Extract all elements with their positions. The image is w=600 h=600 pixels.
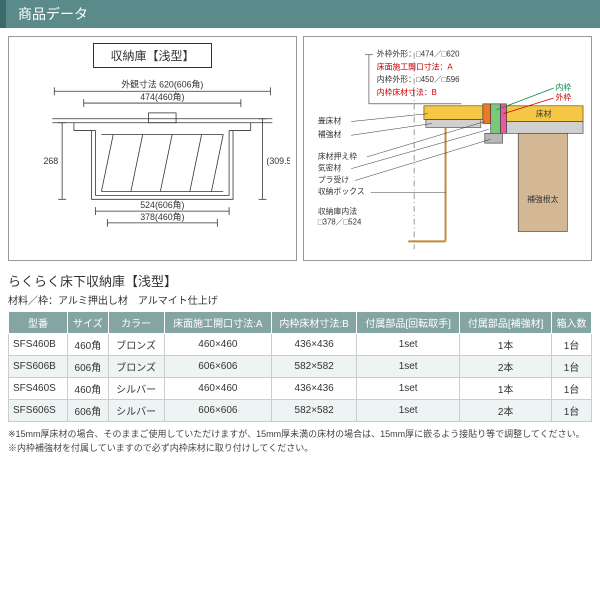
- right-diagram-svg: 外枠外形：□474／□620 床面施工開口寸法：A 内枠外形：□450／□596…: [310, 43, 585, 258]
- svg-text:外枠: 外枠: [556, 92, 572, 102]
- svg-text:□378／□524: □378／□524: [318, 218, 362, 227]
- table-cell: SFS606S: [9, 400, 68, 422]
- svg-text:床面施工開口寸法：A: 床面施工開口寸法：A: [377, 61, 454, 71]
- note-2: ※内枠補強材を付属していますので必ず内枠床材に取り付けしてください。: [8, 442, 592, 456]
- table-header: カラー: [108, 312, 164, 334]
- svg-text:床材: 床材: [536, 109, 552, 119]
- table-cell: シルバー: [108, 378, 164, 400]
- table-cell: 460角: [68, 334, 109, 356]
- svg-text:補強材: 補強材: [318, 129, 342, 139]
- table-row: SFS460B460角ブロンズ460×460436×4361set1本1台: [9, 334, 592, 356]
- table-cell: SFS460S: [9, 378, 68, 400]
- svg-text:プラ受け: プラ受け: [318, 174, 350, 184]
- table-row: SFS606S606角シルバー606×606582×5821set2本1台: [9, 400, 592, 422]
- left-diagram-title: 収納庫【浅型】: [93, 43, 211, 68]
- table-cell: 460×460: [164, 378, 272, 400]
- table-cell: 1set: [357, 334, 460, 356]
- table-cell: 1台: [552, 378, 592, 400]
- table-cell: ブロンズ: [108, 334, 164, 356]
- svg-text:(309.5): (309.5): [266, 156, 290, 166]
- table-header: 型番: [9, 312, 68, 334]
- table-cell: 1set: [357, 400, 460, 422]
- table-header: 箱入数: [552, 312, 592, 334]
- table-cell: 436×436: [272, 334, 357, 356]
- svg-text:畳床材: 畳床材: [318, 115, 342, 125]
- table-row: SFS606B606角ブロンズ606×606582×5821set2本1台: [9, 356, 592, 378]
- svg-text:収納ボックス: 収納ボックス: [318, 186, 365, 196]
- table-cell: 582×582: [272, 356, 357, 378]
- table-header: 付属部品[回転取手]: [357, 312, 460, 334]
- table-cell: 1本: [460, 378, 552, 400]
- table-cell: シルバー: [108, 400, 164, 422]
- table-cell: 2本: [460, 356, 552, 378]
- section-header: 商品データ: [0, 0, 600, 28]
- diagrams-row: 収納庫【浅型】 外観寸法 620(606角) 474(460角): [0, 36, 600, 261]
- left-diagram-svg: 外観寸法 620(606角) 474(460角) 268: [15, 72, 290, 252]
- svg-text:内枠床材寸法：B: 内枠床材寸法：B: [377, 87, 437, 97]
- svg-text:474(460角): 474(460角): [140, 91, 184, 102]
- table-cell: ブロンズ: [108, 356, 164, 378]
- table-cell: 606角: [68, 356, 109, 378]
- notes: ※15mm厚床材の場合、そのままご使用していただけますが、15mm厚未満の床材の…: [0, 422, 600, 461]
- svg-text:378(460角): 378(460角): [140, 211, 184, 222]
- table-cell: 606角: [68, 400, 109, 422]
- table-header: 付属部品[補強材]: [460, 312, 552, 334]
- svg-text:収納庫内法: 収納庫内法: [318, 206, 357, 216]
- table-cell: 2本: [460, 400, 552, 422]
- table-header: サイズ: [68, 312, 109, 334]
- svg-text:床材押え枠: 床材押え枠: [318, 151, 357, 161]
- table-cell: 606×606: [164, 400, 272, 422]
- left-diagram: 収納庫【浅型】 外観寸法 620(606角) 474(460角): [8, 36, 297, 261]
- svg-text:内枠: 内枠: [556, 82, 572, 92]
- table-cell: 1set: [357, 356, 460, 378]
- table-cell: SFS460B: [9, 334, 68, 356]
- right-diagram: 外枠外形：□474／□620 床面施工開口寸法：A 内枠外形：□450／□596…: [303, 36, 592, 261]
- table-cell: 436×436: [272, 378, 357, 400]
- table-cell: 582×582: [272, 400, 357, 422]
- product-subtitle: 材料／枠：アルミ押出し材 アルマイト仕上げ: [0, 292, 600, 307]
- table-cell: 460×460: [164, 334, 272, 356]
- table-header: 床面施工開口寸法:A: [164, 312, 272, 334]
- table-cell: 1本: [460, 334, 552, 356]
- note-1: ※15mm厚床材の場合、そのままご使用していただけますが、15mm厚未満の床材の…: [8, 428, 592, 442]
- table-cell: 606×606: [164, 356, 272, 378]
- svg-text:524(606角): 524(606角): [140, 199, 184, 210]
- spec-table: 型番サイズカラー床面施工開口寸法:A内枠床材寸法:B付属部品[回転取手]付属部品…: [8, 311, 592, 422]
- table-cell: 1台: [552, 334, 592, 356]
- table-header: 内枠床材寸法:B: [272, 312, 357, 334]
- table-cell: 460角: [68, 378, 109, 400]
- product-title: らくらく床下収納庫【浅型】: [0, 271, 600, 290]
- table-cell: 1set: [357, 378, 460, 400]
- table-cell: SFS606B: [9, 356, 68, 378]
- svg-text:外観寸法 620(606角): 外観寸法 620(606角): [121, 78, 203, 89]
- svg-text:内枠外形：□450／□596: 内枠外形：□450／□596: [377, 74, 460, 84]
- svg-text:268: 268: [43, 156, 58, 166]
- table-cell: 1台: [552, 356, 592, 378]
- svg-text:外枠外形：□474／□620: 外枠外形：□474／□620: [377, 49, 460, 59]
- svg-text:気密材: 気密材: [318, 163, 342, 173]
- table-cell: 1台: [552, 400, 592, 422]
- svg-text:補強根太: 補強根太: [527, 194, 559, 204]
- table-row: SFS460S460角シルバー460×460436×4361set1本1台: [9, 378, 592, 400]
